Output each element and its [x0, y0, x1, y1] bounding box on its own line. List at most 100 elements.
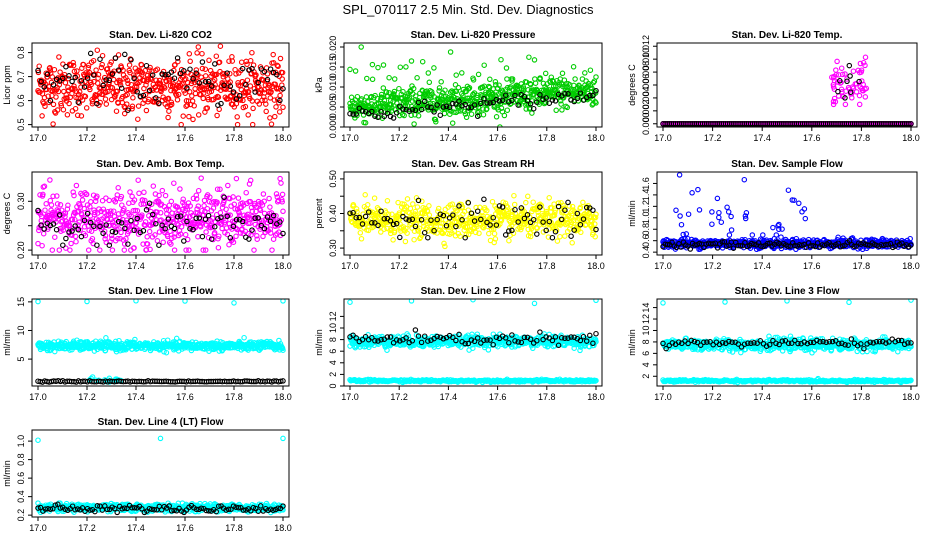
data-point [498, 105, 505, 111]
data-point [437, 211, 444, 217]
data-point [218, 214, 224, 221]
x-tick-label: 17.4 [440, 133, 458, 143]
data-point [49, 87, 56, 94]
data-point [851, 243, 857, 250]
data-point [463, 114, 470, 121]
data-point [133, 299, 139, 304]
data-point [166, 108, 172, 114]
data-point [499, 97, 506, 104]
data-point [164, 103, 170, 110]
data-point [502, 200, 509, 207]
data-point [92, 209, 98, 216]
data-point [267, 230, 274, 236]
x-tick-label: 17.8 [538, 261, 556, 271]
data-point [181, 238, 187, 244]
data-point [249, 227, 255, 233]
data-point [60, 75, 66, 82]
data-point [259, 220, 265, 226]
data-point [415, 228, 421, 234]
data-point [233, 96, 240, 102]
x-tick-label: 17.0 [341, 133, 359, 143]
data-point [478, 100, 484, 107]
data-point [119, 210, 126, 216]
data-point [371, 195, 378, 201]
data-point [75, 226, 82, 233]
data-point [219, 225, 225, 232]
data-point [426, 79, 433, 86]
data-point [64, 95, 70, 101]
data-point [142, 219, 149, 225]
data-point [217, 43, 224, 49]
data-point [277, 92, 283, 99]
data-point [403, 225, 409, 232]
data-point [511, 192, 517, 199]
x-tick-label: 17.0 [29, 133, 47, 143]
data-point [850, 68, 857, 74]
y-tick-label: 0.002 [641, 100, 651, 123]
data-point [386, 89, 392, 96]
data-point [156, 100, 162, 106]
x-tick-label: 18.0 [587, 133, 605, 143]
data-point [505, 214, 511, 220]
data-point [117, 82, 124, 88]
data-point [100, 206, 107, 212]
data-point [862, 54, 869, 61]
data-point [187, 66, 193, 72]
data-point [60, 242, 66, 248]
data-point [158, 88, 164, 95]
data-point [401, 112, 407, 119]
data-point [415, 113, 422, 119]
data-point [279, 76, 285, 82]
data-point [162, 85, 168, 91]
data-point [216, 59, 223, 65]
data-point [141, 189, 147, 196]
data-point [203, 85, 210, 92]
data-point [365, 227, 372, 234]
data-point [82, 93, 89, 100]
y-tick-label: 0.20 [16, 241, 26, 259]
data-point [263, 101, 269, 107]
data-point [847, 89, 854, 95]
data-point [125, 86, 132, 93]
x-tick-label: 17.8 [853, 133, 871, 143]
data-point [587, 92, 593, 99]
data-point [118, 85, 125, 91]
data-point [153, 220, 159, 227]
data-point [716, 209, 722, 216]
data-point [676, 172, 683, 178]
data-point [79, 197, 86, 203]
data-point [35, 207, 41, 214]
data-point [369, 76, 376, 83]
data-point [81, 224, 88, 230]
data-point [83, 191, 90, 198]
data-point [187, 58, 193, 65]
y-tick-label: 0.6 [16, 94, 26, 107]
data-points [347, 299, 599, 386]
data-point [258, 222, 265, 229]
data-point [542, 70, 549, 77]
data-point [81, 205, 87, 212]
data-point [487, 76, 493, 83]
data-point [726, 232, 733, 238]
data-point [363, 94, 370, 100]
chart-panel-2: Stan. Dev. Li-820 PressurekPa0.0000.0050… [314, 30, 605, 143]
data-point [537, 92, 543, 98]
data-point [63, 245, 69, 251]
data-point [193, 192, 200, 199]
data-point [42, 207, 48, 213]
y-axis-label: ml/min [2, 329, 12, 356]
y-tick-label: 0.004 [641, 87, 651, 110]
data-point [256, 101, 263, 107]
chart-title: Stan. Dev. Li-820 Temp. [732, 30, 843, 41]
data-point [244, 61, 250, 68]
data-point [88, 228, 95, 234]
data-point [459, 70, 465, 76]
data-point [502, 232, 509, 238]
data-point [381, 113, 388, 120]
data-point [146, 228, 153, 235]
data-point [66, 100, 72, 107]
data-point [270, 51, 276, 58]
data-point [81, 84, 88, 90]
data-point [450, 100, 456, 107]
page-title: SPL_070117 2.5 Min. Std. Dev. Diagnostic… [342, 2, 594, 17]
